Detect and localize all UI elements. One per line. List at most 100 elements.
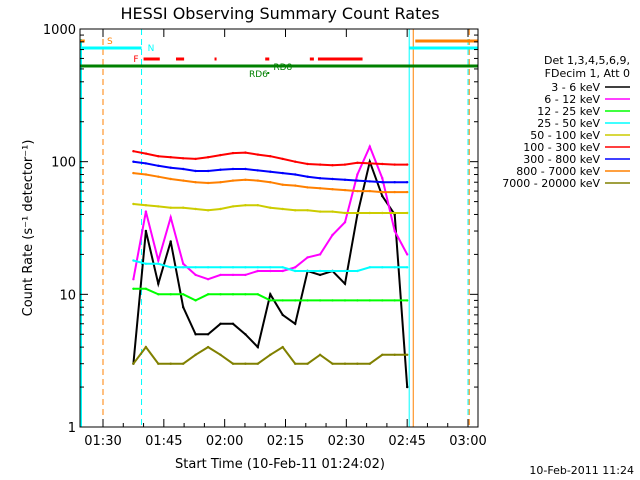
data-point xyxy=(231,293,235,296)
data-point xyxy=(294,322,297,325)
data-point xyxy=(343,188,347,192)
data-point xyxy=(269,293,272,296)
x-tick-label: 02:45 xyxy=(388,434,425,449)
data-point xyxy=(219,353,222,356)
data-point xyxy=(281,183,284,186)
data-point xyxy=(182,167,185,171)
data-point xyxy=(381,162,384,166)
data-point xyxy=(343,211,347,215)
data-point xyxy=(368,266,371,269)
y-axis-ticks: 1 10 100 1000 xyxy=(43,23,478,436)
data-point xyxy=(281,313,284,317)
data-point xyxy=(294,266,297,269)
data-point xyxy=(256,169,259,172)
data-point xyxy=(231,362,235,365)
data-point xyxy=(343,178,347,181)
x-tick-label: 01:45 xyxy=(145,434,182,449)
data-point xyxy=(356,211,359,215)
data-point xyxy=(406,253,409,256)
data-point xyxy=(343,362,347,365)
data-point xyxy=(281,299,284,302)
data-point xyxy=(256,153,259,156)
data-point xyxy=(144,152,148,155)
data-point xyxy=(169,266,172,269)
data-point xyxy=(381,194,384,198)
data-point xyxy=(231,179,235,182)
data-point xyxy=(157,293,160,296)
data-point xyxy=(182,206,185,209)
data-point xyxy=(132,362,135,365)
data-point xyxy=(194,273,197,277)
data-point xyxy=(169,206,172,209)
data-point xyxy=(318,163,322,166)
data-point xyxy=(206,293,210,296)
data-point xyxy=(219,293,222,296)
data-point xyxy=(406,181,409,184)
data-point xyxy=(144,204,148,207)
data-point xyxy=(194,299,197,302)
data-point xyxy=(331,188,334,191)
data-point xyxy=(194,181,197,184)
flag-label: S xyxy=(107,37,113,47)
flag-label: N xyxy=(148,44,155,54)
data-point xyxy=(356,362,359,365)
chart-title: HESSI Observing Summary Count Rates xyxy=(120,4,439,23)
data-point xyxy=(182,293,185,296)
data-point xyxy=(219,322,222,325)
data-point xyxy=(219,273,222,277)
data-point xyxy=(256,204,259,207)
data-point xyxy=(269,353,272,356)
data-point xyxy=(368,189,371,193)
data-point xyxy=(306,186,309,189)
x-tick-label: 03:00 xyxy=(449,434,486,449)
data-point xyxy=(343,221,347,224)
data-point xyxy=(406,163,409,166)
data-point xyxy=(206,345,210,349)
data-point xyxy=(331,233,334,237)
data-point xyxy=(318,269,322,273)
data-point xyxy=(169,362,172,365)
legend-entry-label: 12 - 25 keV xyxy=(537,105,600,118)
data-point xyxy=(206,333,210,336)
data-point xyxy=(406,211,409,215)
x-tick-label: 02:30 xyxy=(328,434,365,449)
data-point xyxy=(294,160,297,163)
data-point xyxy=(194,157,197,161)
y-tick-label: 1 xyxy=(68,421,76,436)
data-point xyxy=(406,385,409,389)
data-point xyxy=(393,299,396,302)
data-point xyxy=(194,207,197,211)
data-point xyxy=(219,207,222,211)
data-point xyxy=(356,189,359,193)
data-point xyxy=(318,353,322,356)
data-point xyxy=(306,362,309,365)
data-point xyxy=(294,184,297,187)
legend-entry-label: 25 - 50 keV xyxy=(537,117,600,130)
data-point xyxy=(157,155,160,158)
data-point xyxy=(256,266,259,269)
data-point xyxy=(393,181,396,184)
data-point xyxy=(343,269,347,273)
data-point xyxy=(306,299,309,302)
data-point xyxy=(294,269,297,273)
data-point xyxy=(206,156,210,159)
data-point xyxy=(132,202,135,206)
data-point xyxy=(318,187,322,190)
data-point xyxy=(393,266,396,269)
flag-label: RD6 xyxy=(249,70,268,80)
data-point xyxy=(393,163,396,166)
data-point xyxy=(294,299,297,302)
data-point xyxy=(157,164,160,167)
data-point xyxy=(132,150,135,153)
data-point xyxy=(281,171,284,175)
data-point xyxy=(182,262,185,265)
data-point xyxy=(331,299,334,302)
flag-label: F xyxy=(133,55,138,65)
data-point xyxy=(281,266,284,269)
data-point xyxy=(182,266,185,269)
data-point xyxy=(331,269,334,273)
data-point xyxy=(231,205,235,208)
data-point xyxy=(381,190,384,194)
data-point xyxy=(182,179,185,182)
data-point xyxy=(318,210,322,213)
